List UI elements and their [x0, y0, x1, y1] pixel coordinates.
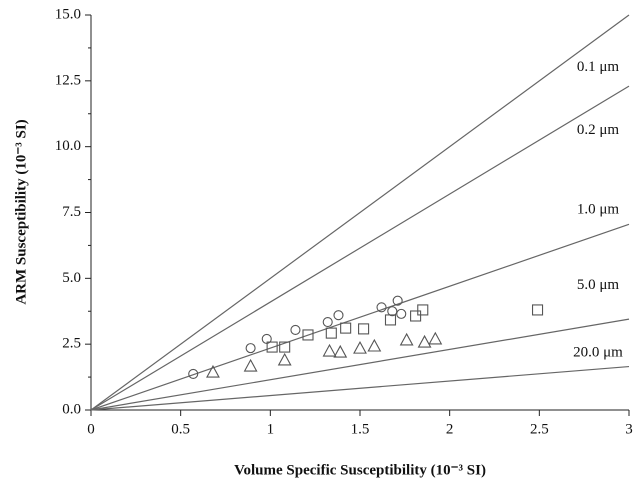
circle-point	[333, 310, 344, 321]
x-tick-label: 3	[625, 421, 633, 437]
y-tick-label: 12.5	[55, 72, 81, 88]
square-point	[531, 304, 544, 316]
triangle-point	[277, 352, 292, 366]
circle-point	[322, 316, 333, 328]
y-tick-label: 7.5	[62, 204, 81, 220]
reference-line	[90, 365, 630, 411]
triangle-point	[322, 343, 337, 357]
square-point	[384, 314, 397, 326]
reference-line	[90, 223, 630, 411]
line-label: 1.0 μm	[577, 201, 620, 217]
square-point	[302, 329, 314, 341]
square-point	[266, 341, 278, 353]
line-label: 20.0 μm	[573, 344, 623, 360]
circle-point	[188, 368, 199, 379]
circle-point	[245, 343, 256, 354]
square-point	[358, 323, 370, 335]
circle-point	[376, 302, 387, 313]
square-point	[417, 304, 429, 316]
line-label: 0.1 μm	[577, 59, 620, 75]
triangle-point	[243, 358, 258, 372]
y-axis-title: ARM Susceptibility (10⁻³ SI)	[13, 119, 29, 304]
x-tick-label: 0.5	[171, 421, 190, 437]
y-tick-label: 15.0	[55, 6, 81, 22]
x-tick-label: 1	[267, 421, 275, 437]
x-tick-label: 2	[446, 421, 454, 437]
triangle-point	[353, 340, 367, 354]
line-label: 0.2 μm	[577, 122, 620, 138]
square-point	[279, 341, 291, 353]
triangle-point	[399, 332, 414, 346]
x-tick-label: 1.5	[351, 421, 370, 437]
square-point	[340, 322, 352, 334]
reference-line	[90, 318, 630, 411]
triangle-point	[367, 338, 382, 352]
x-tick-label: 2.5	[530, 421, 549, 437]
x-axis-title: Volume Specific Susceptibility (10⁻³ SI)	[234, 462, 486, 478]
triangle-point	[333, 344, 348, 358]
x-tick-label: 0	[87, 421, 95, 437]
triangle-point	[417, 334, 432, 348]
line-label: 5.0 μm	[577, 277, 620, 293]
circle-point	[396, 308, 407, 319]
triangle-point	[206, 364, 220, 378]
y-tick-label: 0.0	[62, 401, 81, 417]
circle-point	[392, 295, 403, 306]
square-point	[325, 327, 337, 339]
y-tick-label: 10.0	[55, 138, 81, 154]
circle-point	[387, 306, 398, 317]
reference-line	[90, 85, 630, 411]
y-tick-label: 2.5	[62, 336, 81, 352]
square-point	[410, 310, 422, 322]
circle-point	[290, 324, 301, 335]
triangle-point	[428, 331, 443, 345]
y-tick-label: 5.0	[62, 270, 81, 286]
reference-line	[90, 14, 630, 411]
